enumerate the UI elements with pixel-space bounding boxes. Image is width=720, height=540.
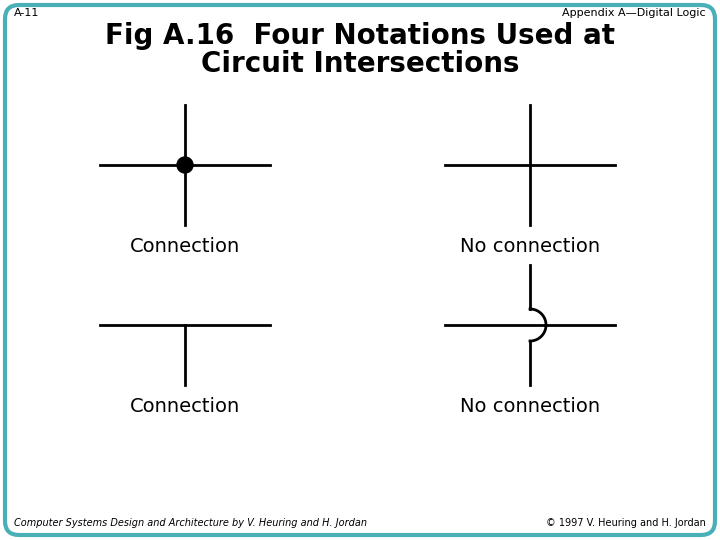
Text: Fig A.16  Four Notations Used at: Fig A.16 Four Notations Used at xyxy=(105,22,615,50)
Text: Connection: Connection xyxy=(130,237,240,256)
Text: © 1997 V. Heuring and H. Jordan: © 1997 V. Heuring and H. Jordan xyxy=(546,518,706,528)
Text: Circuit Intersections: Circuit Intersections xyxy=(201,50,519,78)
Text: A-11: A-11 xyxy=(14,8,40,18)
Text: No connection: No connection xyxy=(460,237,600,256)
Text: No connection: No connection xyxy=(460,397,600,416)
Text: Computer Systems Design and Architecture by V. Heuring and H. Jordan: Computer Systems Design and Architecture… xyxy=(14,518,367,528)
FancyBboxPatch shape xyxy=(5,5,715,535)
Text: Connection: Connection xyxy=(130,397,240,416)
Circle shape xyxy=(177,157,193,173)
Text: Appendix A—Digital Logic: Appendix A—Digital Logic xyxy=(562,8,706,18)
